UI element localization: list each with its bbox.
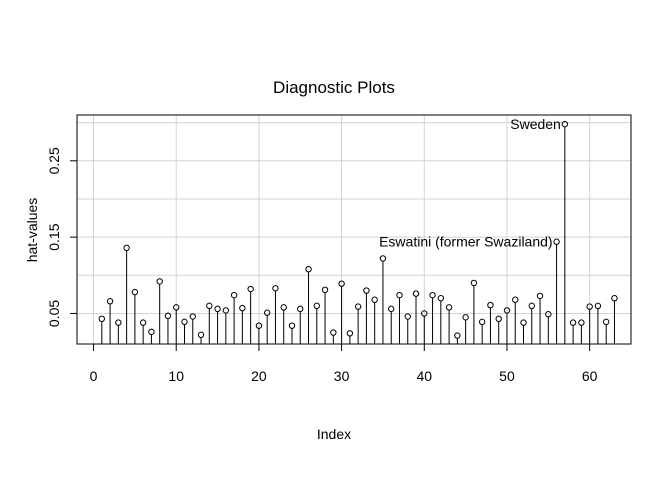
data-point bbox=[602, 318, 610, 326]
data-point bbox=[148, 328, 155, 335]
data-point bbox=[206, 302, 213, 310]
x-tick-label: 10 bbox=[168, 368, 184, 384]
x-tick-label: 50 bbox=[499, 368, 515, 384]
data-point bbox=[553, 238, 560, 245]
data-point bbox=[288, 322, 296, 329]
x-axis-label: Index bbox=[317, 426, 351, 442]
data-point bbox=[478, 318, 486, 326]
data-point bbox=[98, 315, 106, 323]
x-tick-label: 20 bbox=[251, 368, 267, 384]
data-point bbox=[520, 319, 527, 326]
y-tick-label: 0.25 bbox=[46, 147, 62, 174]
data-point bbox=[545, 311, 552, 318]
data-point bbox=[586, 303, 593, 310]
data-point bbox=[503, 307, 511, 314]
data-point bbox=[412, 290, 420, 297]
data-point bbox=[495, 315, 502, 323]
data-point bbox=[512, 296, 519, 303]
grid bbox=[77, 115, 631, 344]
data-point bbox=[131, 288, 139, 296]
data-point bbox=[222, 307, 230, 314]
data-point bbox=[421, 310, 428, 317]
point-annotation-label: Sweden bbox=[510, 116, 561, 132]
data-point bbox=[255, 322, 263, 329]
data-point bbox=[363, 287, 370, 294]
data-point bbox=[379, 255, 387, 262]
y-tick-label: 0.15 bbox=[46, 223, 62, 250]
data-point bbox=[230, 291, 238, 299]
data-point bbox=[536, 292, 544, 300]
data-point bbox=[115, 319, 122, 326]
data-point bbox=[346, 330, 354, 337]
y-tick-label: 0.05 bbox=[46, 300, 62, 327]
data-point bbox=[189, 313, 196, 320]
data-point bbox=[578, 319, 585, 326]
data-point bbox=[123, 244, 130, 252]
data-point bbox=[470, 279, 478, 287]
data-marks: Eswatini (former Swaziland) Sweden bbox=[98, 116, 618, 344]
data-point bbox=[371, 296, 378, 303]
x-tick-label: 0 bbox=[90, 368, 98, 384]
x-tick-label: 30 bbox=[334, 368, 350, 384]
data-point bbox=[139, 319, 147, 326]
data-point bbox=[454, 332, 461, 339]
data-point bbox=[164, 312, 172, 319]
data-point bbox=[462, 314, 469, 321]
data-point bbox=[594, 302, 602, 310]
y-axis-label: hat-values bbox=[24, 198, 40, 263]
data-point bbox=[313, 302, 320, 310]
data-point bbox=[173, 304, 180, 311]
data-point bbox=[272, 285, 279, 292]
x-tick-label: 40 bbox=[416, 368, 432, 384]
x-tick-label: 60 bbox=[582, 368, 598, 384]
data-point bbox=[354, 303, 362, 310]
data-point bbox=[156, 278, 163, 285]
data-point bbox=[388, 305, 395, 313]
data-point bbox=[404, 313, 411, 320]
data-point bbox=[330, 329, 337, 336]
data-point bbox=[181, 318, 188, 326]
data-point bbox=[437, 295, 445, 302]
data-point bbox=[528, 302, 535, 310]
data-point bbox=[297, 305, 304, 313]
data-point bbox=[561, 120, 569, 128]
data-point bbox=[396, 291, 403, 299]
data-point bbox=[197, 331, 205, 339]
data-point bbox=[247, 285, 254, 293]
data-point bbox=[611, 295, 618, 302]
chart-title: Diagnostic Plots bbox=[273, 78, 395, 97]
data-point bbox=[445, 304, 453, 311]
axes: 0 10 20 30 40 50 60 0.05 0.15 0.25 bbox=[46, 147, 598, 384]
data-point bbox=[106, 298, 114, 305]
data-point bbox=[569, 319, 577, 326]
data-point bbox=[280, 304, 287, 311]
data-point bbox=[338, 280, 345, 287]
point-annotation-label: Eswatini (former Swaziland) bbox=[379, 234, 553, 250]
data-point bbox=[429, 291, 436, 299]
data-point bbox=[487, 301, 494, 309]
data-point bbox=[321, 286, 329, 294]
data-point bbox=[263, 309, 271, 316]
data-point bbox=[214, 305, 221, 313]
data-point bbox=[239, 304, 246, 312]
data-point bbox=[305, 265, 312, 273]
